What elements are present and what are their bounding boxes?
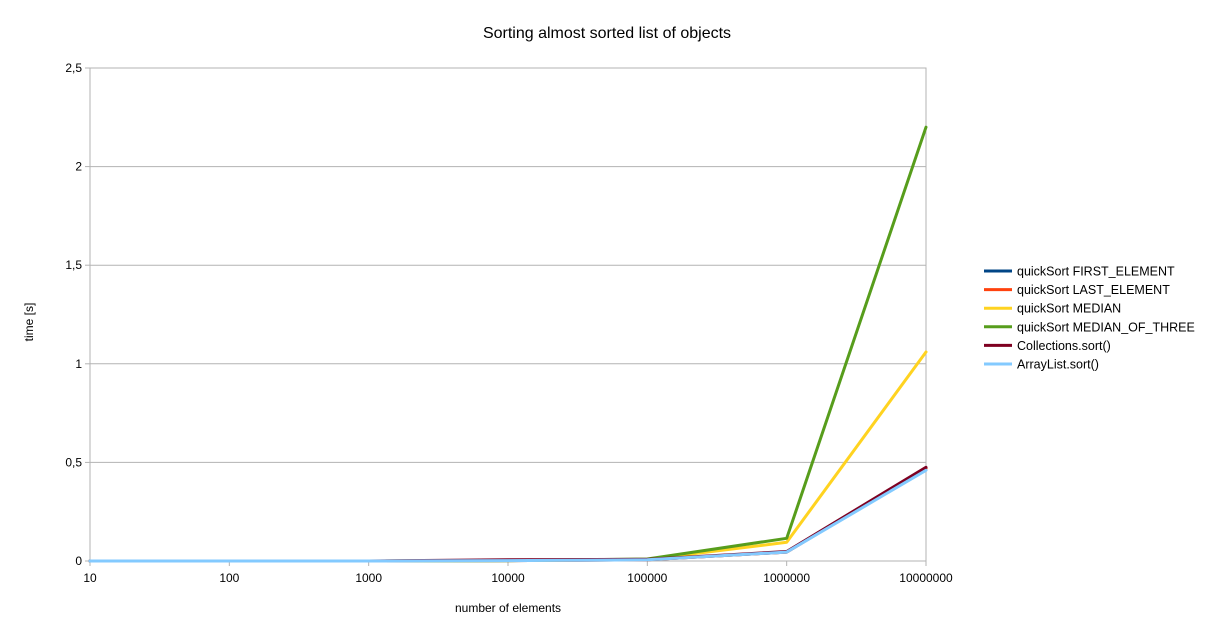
legend-label: Collections.sort()	[1017, 339, 1111, 353]
y-tick-label: 1	[75, 357, 82, 371]
y-tick-label: 0	[75, 554, 82, 568]
series-line	[88, 465, 928, 563]
x-axis-label: number of elements	[455, 601, 561, 615]
x-tick-label: 100000	[627, 571, 667, 585]
legend: quickSort FIRST_ELEMENT quickSort LAST_EL…	[984, 265, 1195, 372]
y-tick-label: 1,5	[65, 258, 82, 272]
series-line	[88, 468, 928, 563]
x-tick-label: 100	[219, 571, 239, 585]
legend-label: quickSort MEDIAN_OF_THREE	[1017, 320, 1195, 334]
y-tick-label: 0,5	[65, 455, 82, 469]
chart-title: Sorting almost sorted list of objects	[483, 25, 731, 42]
series-line	[88, 350, 928, 563]
x-tick-label: 1000000	[763, 571, 810, 585]
y-tick-label: 2,5	[65, 61, 82, 75]
x-tick-label: 10000	[491, 571, 525, 585]
series-line	[88, 466, 928, 563]
y-axis-ticks: 0 0,5 1 1,5 2 2,5	[65, 61, 90, 568]
legend-label: quickSort FIRST_ELEMENT	[1017, 265, 1175, 279]
legend-label: quickSort LAST_ELEMENT	[1017, 283, 1170, 297]
series-line	[88, 125, 928, 563]
x-tick-label: 10000000	[899, 571, 953, 585]
x-tick-label: 10	[83, 571, 97, 585]
plot-frame	[89, 67, 927, 562]
series-lines	[88, 125, 928, 563]
series-line	[88, 466, 928, 563]
y-tick-label: 2	[75, 160, 82, 174]
x-axis-ticks: 10 100 1000 10000 100000 1000000 10000000	[83, 561, 953, 585]
y-axis-label: time [s]	[22, 303, 36, 342]
legend-label: ArrayList.sort()	[1017, 358, 1099, 372]
legend-label: quickSort MEDIAN	[1017, 302, 1121, 316]
grid	[90, 67, 926, 562]
x-tick-label: 1000	[355, 571, 382, 585]
